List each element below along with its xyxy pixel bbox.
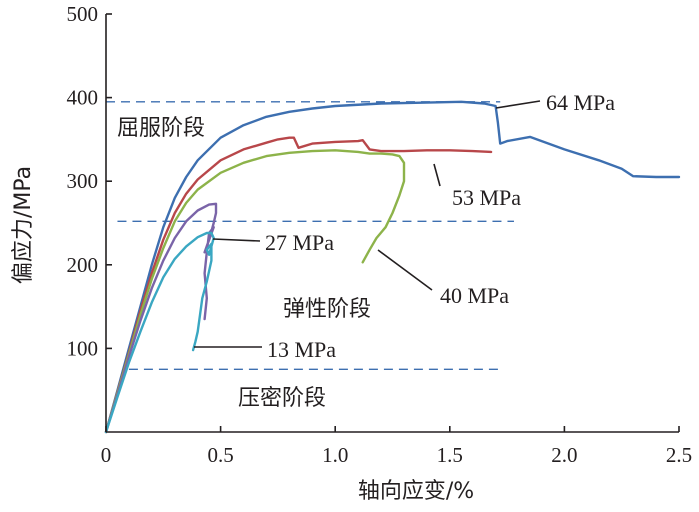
leader-53 <box>433 163 441 187</box>
series-line-13-mpa <box>104 231 215 434</box>
label-40-mpa: 40 MPa <box>440 283 509 308</box>
label-64-mpa: 64 MPa <box>546 90 615 115</box>
x-tick-label: 0.5 <box>207 443 233 467</box>
y-tick-label: 300 <box>67 169 99 193</box>
axes <box>105 13 680 433</box>
leader-64 <box>495 100 541 109</box>
x-tick-label: 1.5 <box>437 443 463 467</box>
label-13-mpa: 13 MPa <box>267 337 336 362</box>
series-line-27-mpa <box>104 202 218 434</box>
x-tick-label: 1.0 <box>322 443 348 467</box>
series-line-53-mpa <box>104 136 493 434</box>
series-line-40-mpa <box>104 149 406 434</box>
label-27-mpa: 27 MPa <box>265 230 334 255</box>
x-axis-title: 轴向应变/% <box>358 479 474 504</box>
y-tick-label: 400 <box>67 86 99 110</box>
zone-label-compaction: 压密阶段 <box>238 386 326 411</box>
leader-27 <box>212 238 261 242</box>
leader-40 <box>377 249 433 291</box>
y-tick-label: 500 <box>67 2 99 26</box>
x-tick-label: 0 <box>101 443 112 467</box>
label-53-mpa: 53 MPa <box>452 185 521 210</box>
x-tick-label: 2.5 <box>666 443 692 467</box>
tick-labels: 0 0.5 1.0 1.5 2.0 2.5 100 200 300 400 500 <box>67 2 693 467</box>
series-line-64-mpa <box>104 100 681 434</box>
x-tick-label: 2.0 <box>551 443 577 467</box>
y-tick-label: 200 <box>67 253 99 277</box>
zone-label-elastic: 弹性阶段 <box>283 297 371 322</box>
zone-label-yield: 屈服阶段 <box>117 116 205 141</box>
y-tick-label: 100 <box>67 336 99 360</box>
y-axis-title: 偏应力/MPa <box>11 166 36 284</box>
series-layer <box>104 100 681 434</box>
reference-lines <box>106 101 514 370</box>
callout-leaders <box>194 100 541 348</box>
